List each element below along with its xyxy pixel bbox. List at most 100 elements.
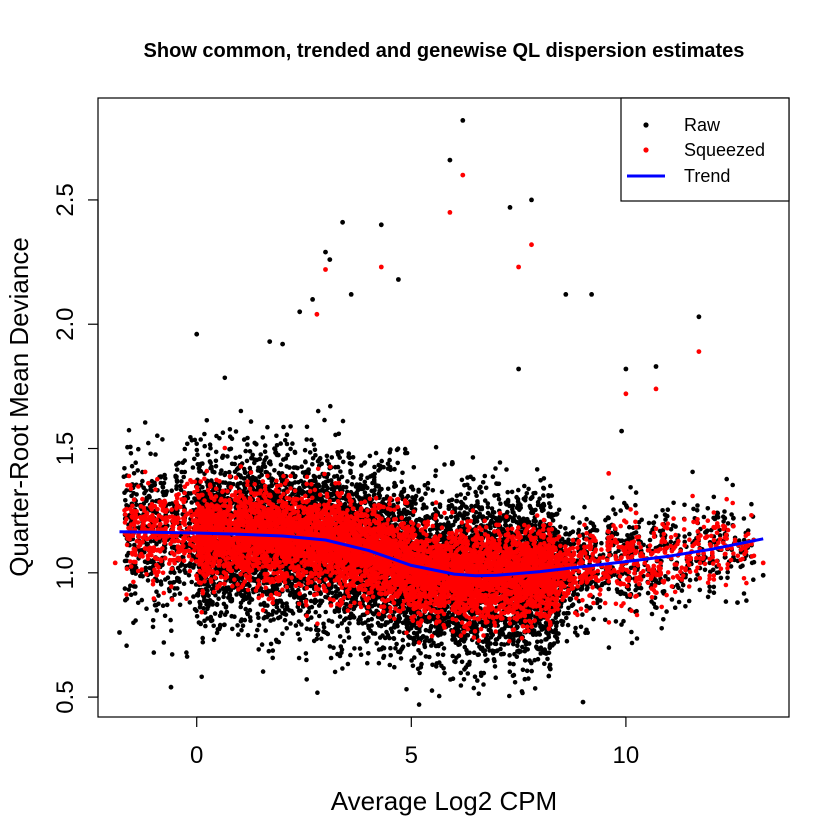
raw-point	[351, 475, 356, 480]
raw-point	[238, 600, 244, 606]
raw-point	[573, 625, 578, 631]
raw-point	[516, 487, 521, 493]
raw-point	[476, 652, 482, 657]
raw-point	[256, 647, 262, 652]
raw-point	[535, 639, 540, 645]
raw-point	[594, 528, 600, 533]
raw-point	[179, 479, 184, 484]
raw-point	[483, 485, 489, 491]
raw-point	[444, 516, 450, 521]
raw-point	[482, 652, 488, 657]
raw-point	[156, 593, 161, 598]
raw-point	[337, 634, 343, 639]
raw-point	[304, 657, 309, 663]
raw-point	[199, 674, 204, 680]
raw-point	[613, 531, 618, 536]
raw-point	[158, 480, 164, 486]
raw-point	[492, 493, 497, 498]
raw-point	[433, 468, 439, 473]
raw-point	[160, 603, 166, 608]
raw-point	[148, 451, 153, 457]
raw-point	[332, 669, 338, 675]
raw-point	[591, 524, 597, 529]
raw-point	[211, 623, 216, 629]
raw-point	[168, 617, 173, 623]
raw-point	[602, 617, 608, 623]
raw-point	[282, 617, 288, 623]
raw-point	[262, 449, 268, 455]
raw-point	[633, 490, 639, 495]
raw-point	[519, 689, 525, 694]
raw-point	[498, 501, 503, 507]
raw-point	[195, 591, 201, 596]
raw-point	[214, 630, 220, 636]
raw-point	[500, 651, 505, 657]
raw-point	[236, 632, 241, 637]
raw-point	[212, 611, 218, 616]
raw-point	[194, 441, 199, 447]
raw-point	[462, 495, 468, 501]
raw-point	[362, 460, 368, 465]
raw-point	[134, 502, 139, 508]
raw-point	[459, 659, 465, 665]
raw-point	[349, 482, 355, 487]
raw-point	[388, 653, 394, 658]
raw-point	[541, 493, 546, 498]
raw-point	[175, 586, 180, 591]
raw-point	[128, 583, 133, 588]
raw-point	[452, 659, 457, 664]
raw-point	[470, 455, 476, 460]
raw-point	[702, 567, 708, 573]
raw-point	[524, 491, 530, 496]
raw-point	[669, 597, 675, 602]
raw-point	[584, 603, 589, 609]
raw-point	[202, 431, 207, 437]
raw-point	[311, 638, 317, 644]
raw-point	[140, 574, 145, 579]
raw-point	[254, 627, 260, 633]
raw-point	[633, 502, 638, 508]
raw-point	[400, 470, 405, 476]
raw-point	[741, 516, 747, 521]
raw-point	[274, 433, 279, 439]
raw-point	[288, 446, 293, 452]
raw-point	[388, 645, 393, 651]
raw-point	[362, 479, 368, 485]
raw-point	[438, 514, 444, 519]
raw-point	[360, 621, 365, 626]
raw-point	[341, 459, 346, 465]
raw-point	[258, 452, 264, 457]
raw-point	[646, 520, 652, 526]
raw-point	[402, 446, 408, 452]
raw-point	[570, 515, 576, 520]
raw-point	[569, 603, 575, 609]
raw-point	[149, 571, 154, 577]
raw-point	[401, 486, 407, 492]
raw-point	[534, 644, 539, 649]
raw-point	[272, 468, 277, 473]
raw-point	[213, 449, 219, 455]
raw-point	[321, 624, 327, 630]
raw-point	[529, 668, 534, 674]
raw-point	[496, 496, 502, 502]
raw-point	[284, 626, 290, 631]
raw-point	[394, 641, 399, 647]
raw-point	[701, 514, 707, 520]
raw-point	[315, 690, 320, 695]
raw-point	[245, 435, 250, 441]
raw-point	[578, 624, 584, 630]
raw-point	[538, 639, 544, 644]
raw-point	[322, 417, 327, 423]
raw-point	[651, 520, 656, 526]
raw-point	[522, 658, 528, 663]
raw-point	[177, 591, 183, 596]
raw-point	[353, 490, 359, 496]
raw-point	[172, 592, 177, 597]
raw-point	[510, 673, 516, 679]
raw-point	[385, 461, 391, 467]
raw-point	[399, 493, 405, 499]
raw-point	[131, 471, 137, 476]
raw-point	[129, 493, 134, 499]
raw-point	[520, 667, 526, 673]
raw-point	[266, 460, 272, 466]
